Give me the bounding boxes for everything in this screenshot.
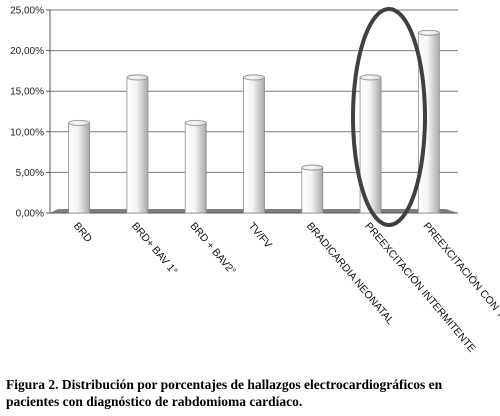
y-tick-label: 25,00%	[10, 6, 44, 17]
category-labels: BRD BRD+ BAV 1° BRD + BAV2° TV/FV BRADICARDI…	[71, 220, 500, 355]
bar	[243, 74, 265, 214]
y-tick-label: 15,00%	[10, 87, 44, 98]
bar-cap	[359, 74, 382, 81]
y-tick-label: 20,00%	[10, 46, 44, 57]
bar-chart: 0,00% 5,00% 10,00% 15,00% 20,00% 25,00% BRD BR…	[10, 6, 500, 355]
y-tick-label: 5,00%	[16, 168, 44, 179]
y-tick-label: 0,00%	[16, 209, 44, 220]
bar-cap	[301, 164, 324, 171]
bar-body	[184, 122, 207, 214]
bar-cap	[68, 119, 91, 126]
bar-body	[68, 122, 91, 214]
category-label: PREEXCITACIÓN INTERMITENTE	[362, 220, 478, 355]
category-label: BRD+ BAV 1°	[129, 220, 180, 277]
bars	[68, 29, 440, 214]
bar-cap	[126, 74, 149, 81]
y-tick-label: 10,00%	[10, 127, 44, 138]
category-label: BRD	[71, 220, 95, 245]
bar	[301, 164, 324, 214]
category-label: BRD + BAV2°	[187, 220, 238, 277]
bar-cap	[417, 29, 440, 36]
category-label: PREEXCITACIÓN CON TSV	[421, 220, 500, 331]
bar	[68, 119, 91, 214]
y-tick-labels: 0,00% 5,00% 10,00% 15,00% 20,00% 25,00%	[10, 6, 44, 220]
category-label: TV/FV	[246, 220, 274, 251]
bar	[417, 29, 440, 214]
bar	[184, 119, 207, 214]
bar-cap	[184, 119, 207, 126]
bar-body	[126, 76, 149, 214]
figure-caption: Figura 2. Distribución por porcentajes d…	[6, 377, 443, 409]
bar-body	[301, 167, 324, 214]
bar	[126, 74, 149, 214]
highlight-ellipse	[351, 7, 427, 227]
bar-body	[243, 76, 265, 214]
bar-cap	[243, 74, 265, 81]
